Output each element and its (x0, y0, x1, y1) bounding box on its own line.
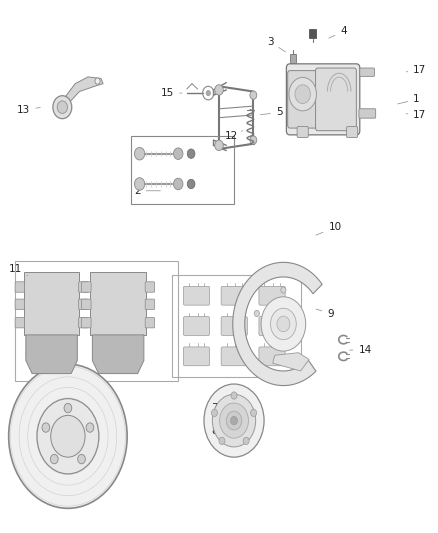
Bar (172, 276, 300, 377)
Circle shape (231, 392, 237, 399)
Circle shape (230, 416, 237, 425)
Circle shape (251, 409, 257, 416)
FancyBboxPatch shape (221, 347, 247, 366)
Text: 7: 7 (212, 399, 226, 413)
Text: 8: 8 (212, 426, 225, 436)
FancyBboxPatch shape (145, 282, 155, 292)
Circle shape (219, 403, 248, 438)
Circle shape (212, 394, 256, 447)
FancyBboxPatch shape (286, 64, 360, 135)
Circle shape (271, 308, 296, 340)
FancyBboxPatch shape (259, 317, 285, 335)
FancyBboxPatch shape (15, 318, 25, 328)
FancyBboxPatch shape (221, 317, 247, 335)
FancyBboxPatch shape (81, 318, 91, 328)
Text: 14: 14 (350, 345, 371, 355)
FancyBboxPatch shape (259, 347, 285, 366)
FancyBboxPatch shape (288, 71, 318, 128)
Circle shape (173, 148, 183, 159)
Circle shape (219, 437, 225, 445)
Text: 15: 15 (161, 88, 182, 98)
Polygon shape (90, 272, 146, 335)
FancyBboxPatch shape (259, 286, 285, 305)
FancyBboxPatch shape (315, 68, 357, 131)
FancyBboxPatch shape (184, 286, 209, 305)
Circle shape (277, 316, 290, 332)
Circle shape (42, 423, 50, 432)
Circle shape (289, 77, 316, 111)
FancyBboxPatch shape (145, 318, 155, 328)
Circle shape (212, 409, 217, 416)
Polygon shape (26, 335, 78, 374)
Circle shape (204, 384, 264, 457)
Circle shape (261, 297, 306, 351)
Polygon shape (272, 353, 309, 371)
Text: 10: 10 (316, 222, 342, 235)
Circle shape (187, 149, 195, 158)
FancyBboxPatch shape (79, 299, 88, 310)
Bar (131, 136, 234, 204)
Circle shape (134, 177, 145, 190)
FancyBboxPatch shape (297, 126, 308, 138)
Text: 2: 2 (134, 186, 160, 196)
Text: 11: 11 (8, 264, 28, 276)
Bar (309, 29, 316, 38)
FancyBboxPatch shape (359, 109, 376, 118)
Circle shape (51, 415, 85, 457)
Circle shape (250, 91, 257, 99)
Polygon shape (233, 262, 322, 385)
FancyBboxPatch shape (79, 318, 88, 328)
Circle shape (57, 101, 67, 114)
FancyBboxPatch shape (360, 68, 374, 76)
FancyBboxPatch shape (79, 282, 88, 292)
Circle shape (281, 287, 286, 293)
Circle shape (254, 310, 259, 317)
Circle shape (206, 91, 210, 96)
Circle shape (215, 140, 223, 150)
FancyBboxPatch shape (184, 317, 209, 335)
Circle shape (215, 85, 223, 95)
Circle shape (173, 178, 183, 190)
Circle shape (86, 423, 94, 432)
Text: 12: 12 (225, 131, 243, 141)
Circle shape (37, 399, 99, 474)
FancyBboxPatch shape (81, 282, 91, 292)
Circle shape (53, 96, 72, 119)
Polygon shape (24, 272, 79, 335)
FancyBboxPatch shape (184, 347, 209, 366)
Text: 5: 5 (260, 108, 283, 117)
Text: 6: 6 (25, 346, 49, 360)
Bar (290, 54, 296, 63)
FancyBboxPatch shape (15, 299, 25, 310)
Text: 17: 17 (406, 65, 427, 75)
FancyBboxPatch shape (81, 299, 91, 310)
Circle shape (187, 179, 195, 189)
Circle shape (226, 411, 242, 430)
Circle shape (95, 78, 100, 84)
Text: 13: 13 (17, 105, 40, 115)
Circle shape (250, 136, 257, 144)
Bar (15, 261, 178, 382)
Circle shape (9, 364, 127, 508)
Text: 4: 4 (329, 27, 347, 38)
Circle shape (78, 454, 85, 464)
FancyBboxPatch shape (15, 282, 25, 292)
Circle shape (243, 437, 249, 445)
Text: 1: 1 (398, 94, 420, 104)
Circle shape (295, 85, 311, 103)
Text: 9: 9 (316, 309, 334, 319)
Circle shape (134, 148, 145, 160)
Polygon shape (64, 77, 103, 103)
FancyBboxPatch shape (145, 299, 155, 310)
Circle shape (50, 454, 58, 464)
Text: 17: 17 (406, 110, 427, 120)
FancyBboxPatch shape (221, 286, 247, 305)
Circle shape (64, 403, 72, 413)
Text: 3: 3 (267, 37, 286, 52)
Polygon shape (92, 335, 144, 374)
FancyBboxPatch shape (346, 126, 358, 138)
